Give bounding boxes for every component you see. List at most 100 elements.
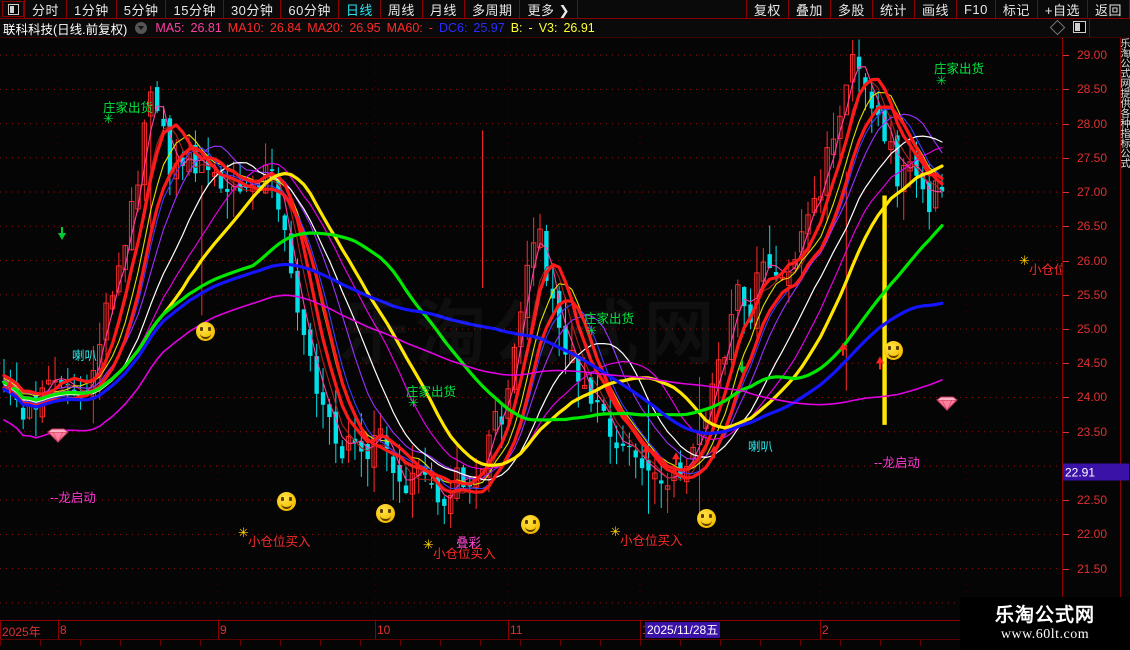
toolbar-spacer xyxy=(578,0,746,18)
price-axis-label: 24.50 xyxy=(1077,356,1108,371)
pink-gem-icon xyxy=(935,396,959,411)
current-date-badge: 2025/11/28五 xyxy=(645,622,721,638)
time-axis-minor-tick xyxy=(40,639,41,646)
price-axis[interactable]: 乐淘公式网提供各种指标公式 29.00 28.50 28.00 27.50 27.00 2… xyxy=(1062,38,1130,620)
tab-60min[interactable]: 60分钟 xyxy=(281,0,339,18)
time-axis-minor-tick xyxy=(760,639,761,646)
time-axis-minor-tick xyxy=(800,639,801,646)
button-duogu[interactable]: 多股 xyxy=(829,0,872,18)
ma10-value: 26.84 xyxy=(269,21,302,35)
button-biaoji[interactable]: 标记 xyxy=(994,0,1037,18)
time-axis-label: 2025年 xyxy=(2,625,41,639)
time-axis-minor-tick xyxy=(400,639,401,646)
time-axis-separator xyxy=(375,621,376,639)
time-axis-minor-tick xyxy=(720,639,721,646)
time-axis-separator xyxy=(0,621,1,639)
price-axis-label: 27.00 xyxy=(1077,185,1108,200)
smiley-face-icon xyxy=(884,341,903,360)
price-axis-label: 28.50 xyxy=(1077,82,1108,97)
price-axis-tick xyxy=(1063,89,1069,91)
button-tongji[interactable]: 统计 xyxy=(871,0,914,18)
tab-daily[interactable]: 日线 xyxy=(339,0,381,18)
smiley-face-icon xyxy=(521,515,540,534)
chart-annotation-label: 小仓位买入 xyxy=(620,534,683,548)
button-fuquan[interactable]: 复权 xyxy=(745,0,788,18)
price-axis-label: 24.00 xyxy=(1077,390,1108,405)
time-axis[interactable]: 2025年891011122025/11/28五 xyxy=(0,620,1130,650)
time-axis-minor-tick xyxy=(0,639,1,646)
chart-annotation-label: 庄家出货 xyxy=(584,312,635,326)
time-axis-separator xyxy=(508,621,509,639)
time-axis-label: 2 xyxy=(822,623,829,637)
button-diejia[interactable]: 叠加 xyxy=(787,0,830,18)
green-star-icon: ✳ xyxy=(936,73,947,88)
time-axis-label: 11 xyxy=(510,623,523,637)
price-axis-tick xyxy=(1063,534,1069,536)
tab-1min[interactable]: 1分钟 xyxy=(67,0,117,18)
time-axis-minor-tick xyxy=(440,639,441,646)
time-axis-separator xyxy=(820,621,821,639)
time-axis-minor-tick xyxy=(80,639,81,646)
price-axis-tick xyxy=(1063,55,1069,57)
ma10-label: MA10: xyxy=(227,21,264,35)
time-axis-minor-tick xyxy=(240,639,241,646)
v3-label: V3: xyxy=(538,21,558,35)
tab-5min[interactable]: 5分钟 xyxy=(117,0,167,18)
indicator-info-line: 联科科技(日线.前复权) MA5: 26.81 MA10: 26.84 MA20… xyxy=(0,19,1130,38)
price-axis-label: 22.50 xyxy=(1077,493,1108,508)
chevron-down-circle-icon[interactable] xyxy=(135,22,148,34)
button-f10[interactable]: F10 xyxy=(955,0,995,18)
chart-annotation-label: --龙启动 xyxy=(874,456,920,470)
smiley-face-icon xyxy=(196,322,215,341)
time-axis-minor-tick xyxy=(280,639,281,646)
tab-30min[interactable]: 30分钟 xyxy=(224,0,282,18)
button-huaxian[interactable]: 画线 xyxy=(913,0,956,18)
price-axis-tick xyxy=(1063,500,1069,502)
price-axis-label: 26.50 xyxy=(1077,219,1108,234)
ma5-value: 26.81 xyxy=(190,21,222,35)
ma60-label: MA60: xyxy=(386,21,423,35)
price-axis-tick xyxy=(1063,192,1069,194)
chart-annotation-layer: 庄家出货 ✳ 庄家出货 ✳ 庄家出货 ✳ 庄家出货 ✳ 喇叭 喇叭 --龙启动 --龙启动 小仓位买入 ✳… xyxy=(0,38,1062,620)
panel-toggle-icon[interactable] xyxy=(1073,21,1086,33)
button-add-watchlist[interactable]: +自选 xyxy=(1036,0,1087,18)
v3-value: 26.91 xyxy=(563,21,595,35)
time-axis-minor-tick xyxy=(600,639,601,646)
price-axis-tick xyxy=(1063,568,1069,570)
tab-fenshi[interactable]: 分时 xyxy=(24,0,68,18)
price-axis-tick xyxy=(1063,294,1069,296)
tab-more[interactable]: 更多 ❯ xyxy=(520,0,578,18)
candlestick-chart[interactable]: 乐淘公式网 庄家出货✳庄家出货✳庄家出货✳庄家出货✳喇叭喇叭--龙启动--龙启动… xyxy=(0,38,1062,620)
price-axis-label: 21.50 xyxy=(1077,561,1108,576)
time-axis-minor-tick xyxy=(560,639,561,646)
chart-annotation-label: 小仓位买入 xyxy=(433,547,496,561)
tab-monthly[interactable]: 月线 xyxy=(423,0,465,18)
b-label: B: xyxy=(510,21,523,35)
time-axis-minor-tick xyxy=(480,639,481,646)
security-name[interactable]: 联科科技(日线.前复权) xyxy=(3,22,128,37)
chart-annotation-label: 小仓位买入 xyxy=(248,535,311,549)
time-axis-minor-tick xyxy=(880,639,881,646)
pink-gem-icon xyxy=(46,428,70,443)
smiley-face-icon xyxy=(376,504,395,523)
ma60-value: - xyxy=(428,21,433,35)
price-axis-tick xyxy=(1063,157,1069,159)
yellow-star-icon: ✳ xyxy=(423,537,434,552)
price-axis-label: 22.00 xyxy=(1077,527,1108,542)
tab-multi-period[interactable]: 多周期 xyxy=(465,0,521,18)
tab-15min[interactable]: 15分钟 xyxy=(166,0,224,18)
chart-annotation-label: --龙启动 xyxy=(50,491,96,505)
green-star-icon: ✳ xyxy=(586,323,597,338)
chart-annotation-label: 小仓位买 xyxy=(1029,263,1062,277)
time-axis-separator xyxy=(640,621,641,639)
price-axis-label: 28.00 xyxy=(1077,116,1108,131)
time-axis-minor-tick xyxy=(320,639,321,646)
tab-weekly[interactable]: 周线 xyxy=(381,0,423,18)
infoline-divider xyxy=(1089,19,1090,37)
panel-icon[interactable] xyxy=(2,1,24,17)
button-back[interactable]: 返回 xyxy=(1086,0,1130,18)
price-axis-tick xyxy=(1063,329,1069,330)
price-axis-label: 27.50 xyxy=(1077,150,1108,165)
diamond-icon[interactable] xyxy=(1049,19,1066,35)
